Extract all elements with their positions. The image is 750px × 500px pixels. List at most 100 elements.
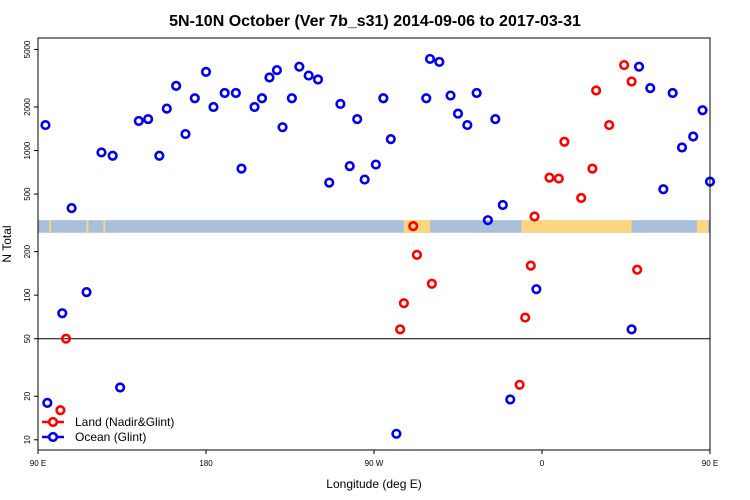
y-tick-label: 5000 bbox=[23, 40, 32, 58]
ocean-point bbox=[352, 113, 363, 125]
land-band-segment bbox=[521, 220, 632, 233]
x-axis: 90 E 180 90 W 0 90 E bbox=[30, 450, 718, 468]
land-point bbox=[395, 324, 406, 335]
ocean-point bbox=[161, 103, 172, 114]
y-tick-label: 100 bbox=[23, 288, 32, 302]
ocean-point bbox=[219, 87, 230, 99]
ocean-point bbox=[633, 61, 645, 72]
ocean-point bbox=[171, 80, 182, 91]
ocean-point bbox=[154, 150, 165, 161]
ocean-point bbox=[208, 101, 219, 113]
ocean-point bbox=[286, 93, 297, 104]
x-tick-label: 90 E bbox=[702, 459, 718, 468]
land-point bbox=[514, 379, 525, 390]
ocean-point bbox=[277, 122, 288, 133]
legend-marker bbox=[47, 431, 59, 443]
land-point bbox=[60, 333, 72, 344]
ocean-point bbox=[385, 133, 396, 145]
ocean-point bbox=[445, 90, 456, 101]
ocean-point bbox=[96, 147, 107, 158]
land-point bbox=[544, 172, 555, 183]
ocean-point bbox=[667, 87, 678, 99]
ocean-point bbox=[424, 53, 436, 65]
ocean-point bbox=[107, 150, 118, 161]
ocean-point bbox=[421, 93, 432, 104]
y-axis: 10 20 50 100 200 500 1000 2000 5000 bbox=[23, 40, 38, 444]
ocean-point bbox=[688, 131, 699, 142]
ocean-point bbox=[359, 174, 370, 185]
ocean-point bbox=[200, 66, 212, 77]
y-tick-label: 20 bbox=[23, 391, 32, 400]
land-point bbox=[626, 76, 637, 87]
land-point bbox=[525, 260, 536, 271]
land-point bbox=[632, 264, 643, 275]
ocean-point bbox=[434, 56, 445, 68]
ocean-point bbox=[294, 61, 305, 72]
ocean-point bbox=[249, 101, 260, 113]
ocean-point bbox=[66, 202, 77, 214]
ocean-point bbox=[697, 105, 708, 116]
legend-label: Land (Nadir&Glint) bbox=[75, 415, 174, 429]
x-tick-label: 90 W bbox=[365, 459, 384, 468]
x-tick-label: 180 bbox=[199, 459, 213, 468]
ocean-point bbox=[462, 119, 473, 131]
y-tick-label: 2000 bbox=[23, 98, 32, 116]
land-band-segment bbox=[696, 220, 709, 233]
ocean-point bbox=[658, 184, 669, 195]
ocean-point bbox=[303, 70, 314, 81]
land-point bbox=[619, 59, 630, 71]
ocean-point bbox=[271, 64, 283, 76]
ocean-point bbox=[230, 87, 241, 99]
ocean-point bbox=[344, 161, 355, 172]
band-layer bbox=[38, 220, 710, 233]
land-point bbox=[426, 278, 437, 289]
land-point bbox=[408, 221, 419, 232]
ocean-point bbox=[57, 308, 68, 319]
ocean-point bbox=[143, 113, 154, 125]
land-point bbox=[520, 312, 531, 323]
ocean-point bbox=[264, 72, 275, 83]
legend-marker bbox=[47, 416, 59, 428]
ocean-point bbox=[180, 128, 191, 140]
ocean-point bbox=[471, 87, 482, 99]
legend-label: Ocean (Glint) bbox=[75, 430, 146, 444]
ocean-point bbox=[378, 93, 389, 104]
ocean-point bbox=[81, 287, 92, 298]
land-band-segment bbox=[86, 220, 89, 233]
ocean-point bbox=[391, 428, 402, 439]
ocean-point bbox=[312, 74, 324, 85]
land-band-segment bbox=[49, 220, 52, 233]
x-axis-label: Longitude (deg E) bbox=[326, 477, 421, 491]
ocean-point bbox=[189, 93, 200, 104]
y-axis-label: N Total bbox=[0, 225, 14, 262]
ocean-point bbox=[482, 215, 493, 226]
ocean-point bbox=[645, 83, 656, 94]
ocean-point bbox=[490, 113, 501, 125]
land-point bbox=[529, 211, 540, 222]
ocean-point bbox=[256, 93, 268, 104]
land-band-segment bbox=[103, 220, 106, 233]
land-point bbox=[604, 119, 615, 131]
ocean-point bbox=[42, 397, 53, 408]
x-tick-label: 90 E bbox=[30, 459, 46, 468]
y-tick-label: 500 bbox=[23, 187, 32, 201]
ocean-point bbox=[115, 382, 126, 393]
land-point bbox=[55, 405, 66, 416]
land-point bbox=[553, 173, 564, 184]
y-tick-label: 200 bbox=[23, 244, 32, 258]
land-point bbox=[591, 85, 602, 96]
ocean-point bbox=[133, 115, 144, 127]
ocean-point bbox=[236, 163, 247, 174]
land-point bbox=[576, 192, 587, 204]
land-point bbox=[398, 298, 409, 309]
ocean-point bbox=[40, 119, 51, 131]
ocean-point bbox=[676, 142, 688, 153]
y-tick-label: 50 bbox=[23, 334, 32, 343]
y-tick-label: 10 bbox=[23, 435, 32, 444]
ocean-point bbox=[324, 177, 335, 188]
plot-frame bbox=[37, 37, 711, 451]
land-point bbox=[559, 136, 570, 147]
ocean-point bbox=[505, 394, 516, 405]
x-tick-label: 0 bbox=[540, 459, 545, 468]
